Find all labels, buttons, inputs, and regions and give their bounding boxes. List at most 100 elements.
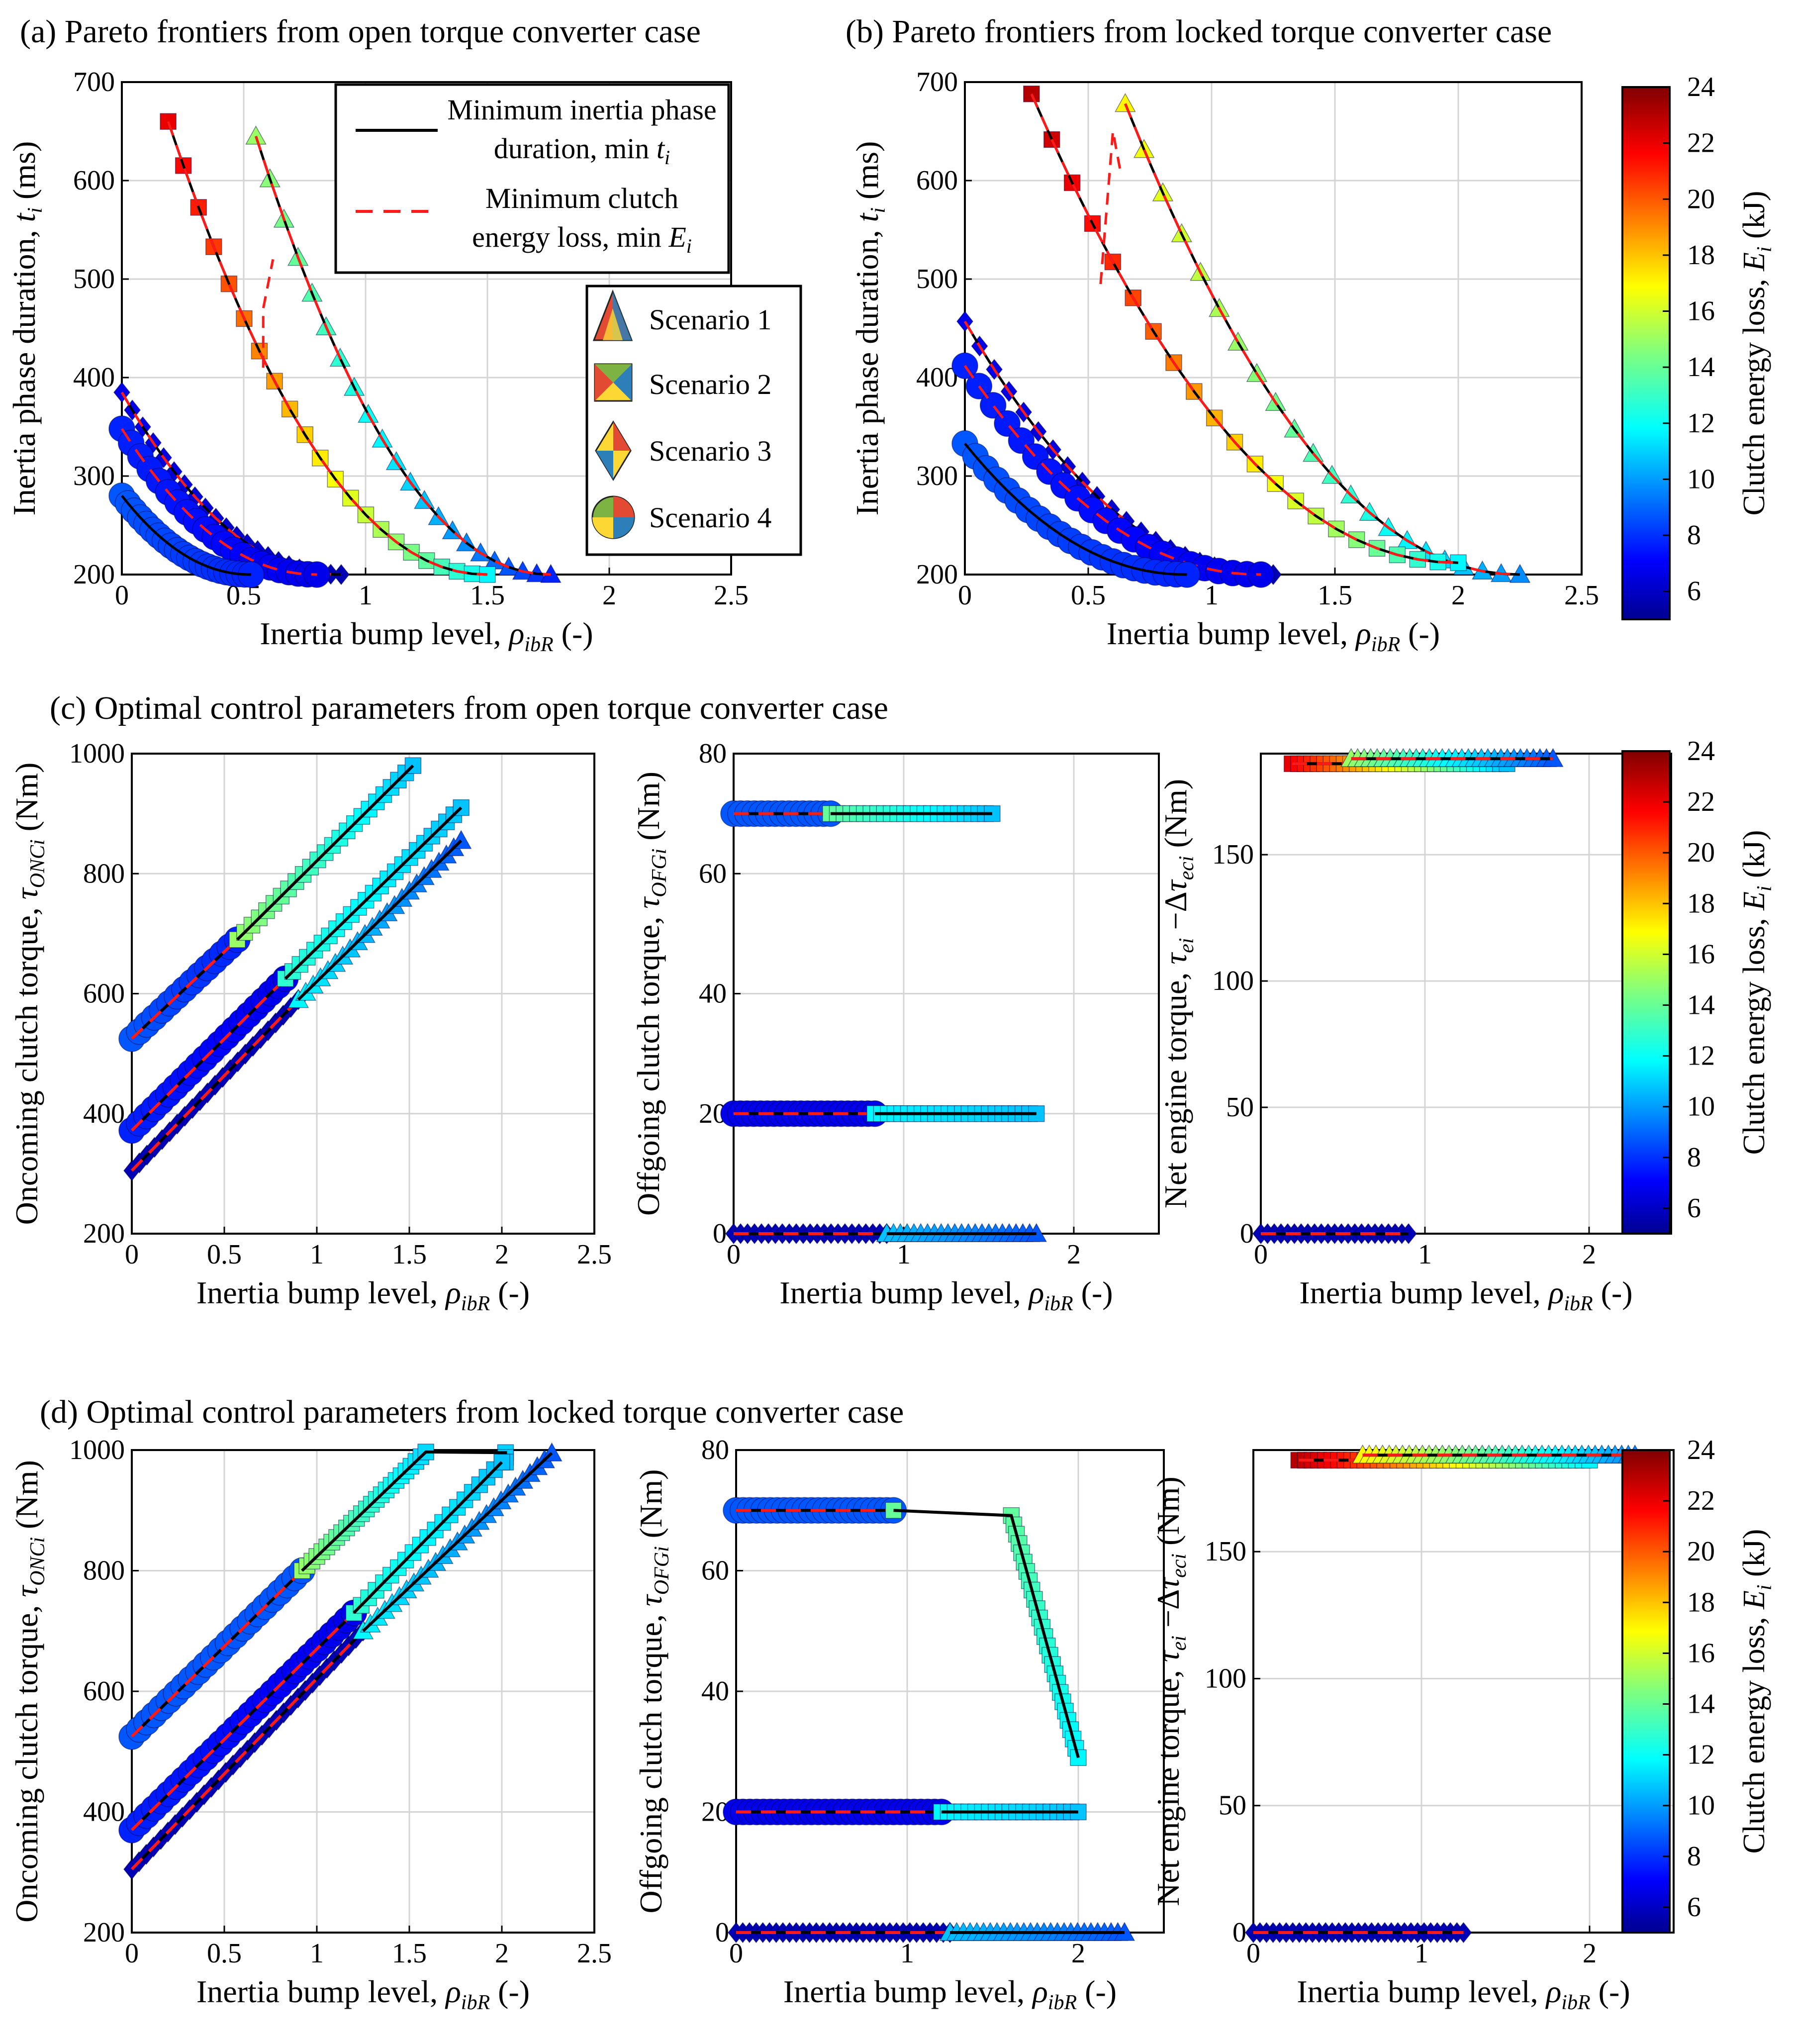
colorbar-tick-label: 12: [1687, 1041, 1715, 1071]
x-tick-label: 1: [310, 1938, 324, 1969]
x-tick-label: 1.5: [1318, 580, 1352, 611]
series-scenario-2: [866, 1105, 1045, 1122]
y-tick-label: 1000: [69, 738, 125, 769]
y-tick-label: 400: [83, 1797, 125, 1828]
y-tick-label: 40: [701, 1676, 729, 1707]
y-tick-label: 800: [83, 1556, 125, 1586]
y-tick-label: 100: [1212, 966, 1254, 996]
x-tick-label: 1: [359, 580, 373, 611]
y-tick-label: 700: [73, 67, 115, 97]
section-title-a: (a) Pareto frontiers from open torque co…: [20, 13, 701, 50]
scenario2-legend-icon: [594, 363, 633, 402]
x-tick-label: 1.5: [470, 580, 505, 611]
min-ti-line: [1030, 93, 1459, 564]
data-point: [220, 275, 238, 292]
x-tick-label: 2.5: [577, 1239, 612, 1270]
y-tick-label: 40: [699, 978, 727, 1009]
colorbar-tick-label: 14: [1687, 352, 1715, 383]
y-tick-label: 0: [1240, 1218, 1254, 1249]
colorbar-tick-label: 16: [1687, 1638, 1715, 1668]
plot-area: [965, 82, 1582, 575]
y-tick-label: 300: [916, 461, 958, 491]
x-tick-label: 0.5: [1071, 580, 1106, 611]
colorbar-gradient: [1621, 750, 1671, 1235]
series-scenario-1: [876, 1223, 1047, 1242]
series-scenario-3: [725, 1223, 895, 1245]
data-point: [1115, 93, 1136, 112]
colorbar-top: 6 8 10 12 14 16 18 20 22 24 Clutch energy loss, Ei…: [1621, 72, 1776, 620]
y-tick-label: 500: [916, 264, 958, 294]
y-tick-label: 400: [83, 1098, 125, 1129]
min-ti-line: [301, 1450, 507, 1572]
x-tick-label: 0.5: [207, 1938, 242, 1969]
data-point: [885, 1502, 902, 1519]
x-tick-label: 2.5: [714, 580, 749, 611]
colorbar-tick-label: 18: [1687, 1587, 1715, 1618]
colorbar-tick-label: 24: [1687, 1435, 1715, 1465]
colorbar-bottom: 6 8 10 12 14 16 18 20 22 24 Clutch energy loss, Ei…: [1621, 1435, 1776, 1934]
colorbar-tick-label: 8: [1687, 520, 1701, 551]
y-tick-label: 0: [713, 1218, 727, 1249]
y-tick-label: 60: [701, 1556, 729, 1586]
y-tick-label: 60: [699, 858, 727, 889]
colorbar-tick-label: 12: [1687, 1740, 1715, 1770]
y-tick-label: 50: [1226, 1092, 1254, 1123]
x-tick-label: 1: [310, 1239, 324, 1270]
colorbar-label: Clutch energy loss, Ei (kJ): [1737, 191, 1776, 516]
min-ti-line: [236, 764, 414, 941]
x-tick-label: 2.5: [577, 1938, 612, 1969]
series-scenario-1: [245, 125, 562, 583]
x-tick-label: 2: [495, 1938, 509, 1969]
x-tick-label: 0: [729, 1938, 743, 1969]
y-axis-title: Oncoming clutch torque, τONCi (Nm): [9, 763, 49, 1225]
min-ti-line: [130, 938, 239, 1040]
x-tick-label: 1: [897, 1239, 911, 1270]
x-tick-label: 2: [1582, 1239, 1596, 1270]
colorbar-tick-label: 18: [1687, 240, 1715, 271]
min-ei-line: [130, 1569, 303, 1738]
x-tick-label: 1.5: [392, 1239, 427, 1270]
colorbar-label: Clutch energy loss, Ei (kJ): [1737, 830, 1776, 1155]
y-tick-label: 200: [916, 559, 958, 590]
x-axis-title: Inertia bump level, ρibR (-): [196, 1974, 530, 2014]
series-scenario-3: [1245, 1922, 1472, 1944]
colorbar-tick-label: 6: [1687, 1892, 1701, 1923]
series-scenario-3: [728, 1922, 958, 1944]
series-scenario-2: [822, 805, 1001, 822]
legend-scenario-1: Scenario 1: [649, 303, 771, 336]
y-tick-label: 200: [73, 559, 115, 590]
y-tick-label: 400: [73, 362, 115, 393]
x-tick-label: 0: [115, 580, 129, 611]
x-tick-label: 0: [1254, 1239, 1268, 1270]
series-scenario-2: [229, 757, 422, 948]
colorbar-tick-label: 22: [1687, 128, 1715, 159]
subplot-c-engine: 0 1 2 0 50 100 150 Inertia bump level, ρibR (-)…: [1158, 748, 1672, 1315]
legend-scenario-2: Scenario 2: [649, 368, 771, 400]
scenario1-legend-icon: [592, 289, 633, 341]
min-ti-line: [284, 806, 463, 980]
y-axis-title: Net engine torque, τei −Δτeci (Nm): [1150, 1476, 1191, 1906]
colorbar-tick-label: 22: [1687, 786, 1715, 817]
x-axis-title: Inertia bump level, ρibR (-): [1299, 1275, 1632, 1315]
series-scenario-4: [118, 1599, 368, 1844]
data-point: [1063, 174, 1081, 192]
subplot-d-engine: 0 1 2 0 50 100 150 Inertia bump level, ρibR (-)…: [1150, 1444, 1675, 2014]
data-point: [190, 199, 207, 216]
colorbar-tick-label: 20: [1687, 184, 1715, 214]
min-ei-line: [130, 998, 299, 1172]
y-tick-label: 100: [1205, 1663, 1246, 1694]
x-tick-label: 2: [1583, 1938, 1597, 1969]
series-scenario-1: [287, 830, 472, 1008]
y-axis-title: Offgoing clutch torque, τOFGi (Nm): [631, 772, 671, 1216]
plot-area: [1253, 1450, 1674, 1933]
legend-min-ei-line2: energy loss, min Ei: [472, 221, 692, 257]
min-ti-line: [353, 1461, 503, 1614]
series-scenario-4: [108, 415, 330, 588]
min-ti-line: [362, 1452, 553, 1632]
min-ei-line: [130, 1630, 365, 1870]
data-point: [160, 113, 177, 130]
x-axis-title: Inertia bump level, ρibR (-): [196, 1275, 530, 1315]
colorbar-tick-label: 24: [1687, 72, 1715, 102]
legend-min-ti-line1: Minimum inertia phase: [447, 94, 716, 126]
y-tick-label: 0: [715, 1917, 729, 1948]
